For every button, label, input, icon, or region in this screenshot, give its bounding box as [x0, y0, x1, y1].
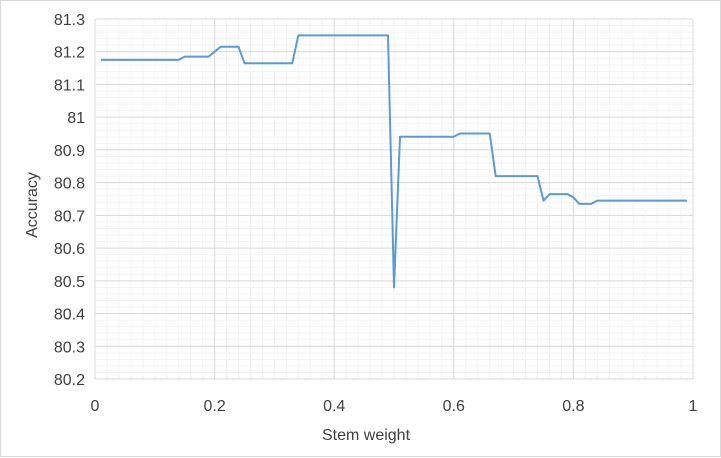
y-tick-label: 80.2: [54, 372, 85, 389]
y-tick-label: 81.2: [54, 45, 85, 62]
y-tick-label: 80.5: [54, 274, 85, 291]
x-tick-label: 0: [91, 398, 100, 415]
y-tick-label: 80.6: [54, 241, 85, 258]
x-tick-label: 0.4: [323, 398, 345, 415]
series-layer: [101, 34, 687, 289]
x-tick-label: 0.8: [562, 398, 584, 415]
x-tick-label: 0.2: [203, 398, 225, 415]
x-tick-label: 1: [689, 398, 698, 415]
y-tick-label: 81.1: [54, 77, 85, 94]
y-axis-title: Accuracy: [24, 172, 41, 238]
y-tick-label: 80.7: [54, 208, 85, 225]
minor-gridlines: [94, 18, 694, 380]
y-tick-label: 80.9: [54, 143, 85, 160]
x-axis-title: Stem weight: [322, 427, 411, 444]
y-tick-label: 81.3: [54, 12, 85, 29]
y-axis-ticks: 80.2 80.3 80.4 80.5 80.6 80.7 80.8 80.9 81 81.1 81…: [54, 12, 85, 389]
y-tick-label: 80.4: [54, 307, 85, 324]
x-tick-label: 0.6: [443, 398, 465, 415]
y-tick-label: 80.3: [54, 339, 85, 356]
x-axis-ticks: 0 0.2 0.4 0.6 0.8 1: [91, 398, 698, 415]
y-tick-label: 81: [67, 110, 85, 127]
major-gridlines: [94, 18, 694, 380]
y-tick-label: 80.8: [54, 176, 85, 193]
series-line: [101, 34, 687, 289]
